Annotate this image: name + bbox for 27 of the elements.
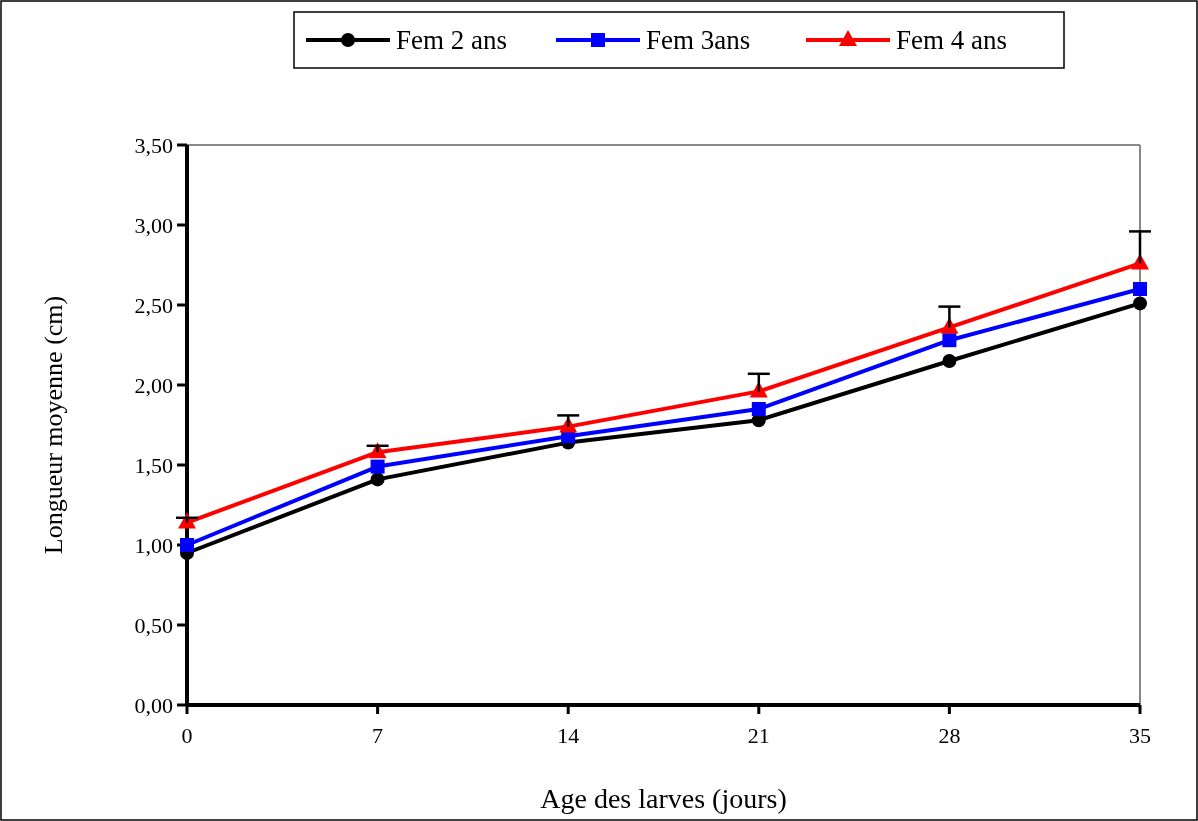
y-tick-label: 2,50 xyxy=(134,292,173,318)
x-tick-label: 0 xyxy=(181,723,193,748)
point xyxy=(942,333,957,348)
point xyxy=(370,459,385,474)
y-axis-title: Longueur moyenne (cm) xyxy=(39,295,68,555)
x-tick-label: 14 xyxy=(557,723,580,748)
legend-label: Fem 4 ans xyxy=(896,25,1007,56)
y-tick-label: 0,50 xyxy=(134,612,173,638)
y-tick-label: 1,00 xyxy=(134,532,173,558)
point xyxy=(370,472,385,487)
y-tick-label: 1,50 xyxy=(134,452,173,478)
point xyxy=(1133,282,1147,296)
y-tick-label: 3,00 xyxy=(134,212,173,238)
x-tick-label: 35 xyxy=(1129,723,1151,748)
point xyxy=(942,354,957,368)
y-tick-label: 0,00 xyxy=(134,692,173,718)
point xyxy=(751,402,766,416)
point xyxy=(1133,296,1147,311)
y-tick-label: 2,00 xyxy=(134,372,173,398)
legend-label: Fem 2 ans xyxy=(396,25,507,56)
x-axis-title: Age des larves (jours) xyxy=(540,783,787,814)
x-tick-label: 28 xyxy=(938,723,961,748)
x-tick-label: 21 xyxy=(747,723,770,748)
y-tick-label: 3,50 xyxy=(134,132,173,158)
legend-label: Fem 3ans xyxy=(646,25,751,56)
x-tick-label: 7 xyxy=(372,723,384,748)
point xyxy=(180,538,194,552)
